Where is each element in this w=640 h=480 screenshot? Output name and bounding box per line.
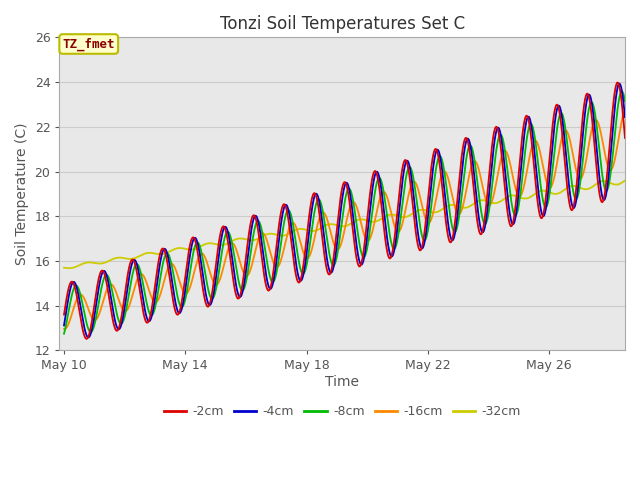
Y-axis label: Soil Temperature (C): Soil Temperature (C)	[15, 122, 29, 265]
Title: Tonzi Soil Temperatures Set C: Tonzi Soil Temperatures Set C	[220, 15, 465, 33]
X-axis label: Time: Time	[325, 375, 359, 389]
Text: TZ_fmet: TZ_fmet	[63, 37, 115, 51]
Legend: -2cm, -4cm, -8cm, -16cm, -32cm: -2cm, -4cm, -8cm, -16cm, -32cm	[159, 400, 526, 423]
